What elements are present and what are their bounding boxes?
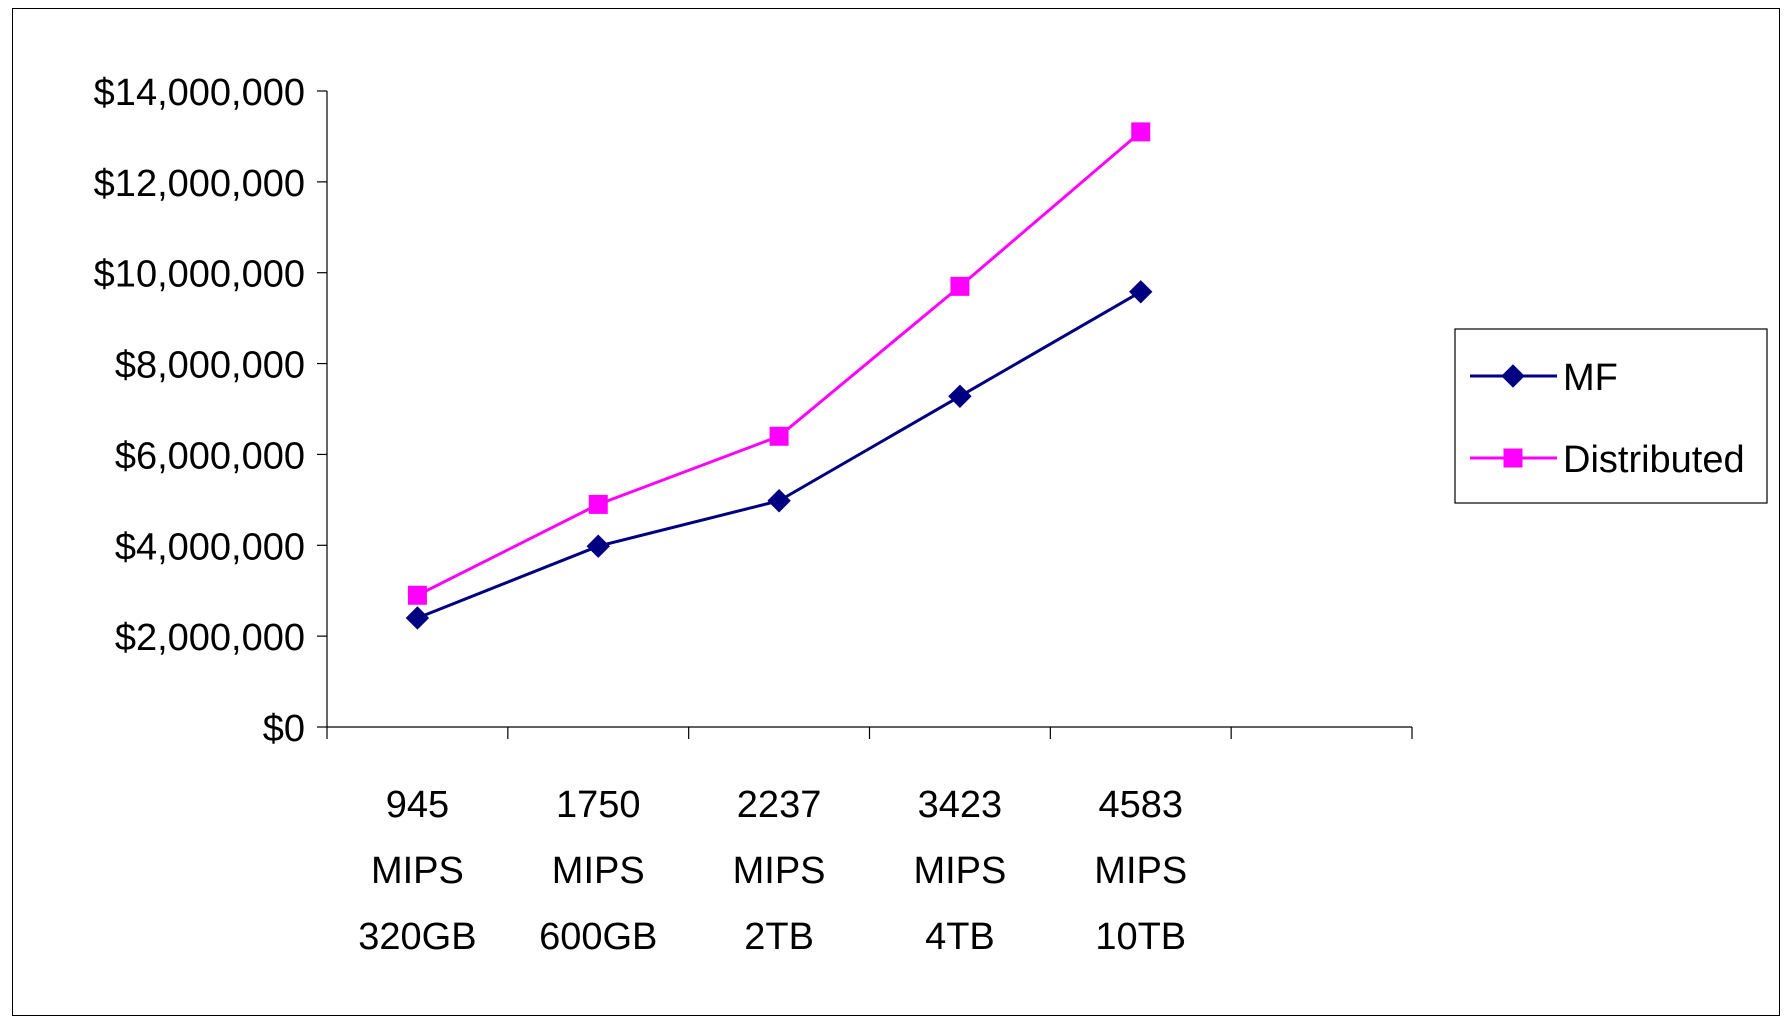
legend-label-mf: MF (1563, 357, 1618, 399)
x-tick-label: MIPS (371, 850, 464, 892)
x-tick-label: 1750 (556, 784, 641, 826)
legend-box (1454, 328, 1768, 504)
x-tick-label: MIPS (552, 850, 645, 892)
data-point-distributed (769, 426, 789, 446)
y-tick-label: $2,000,000 (115, 617, 305, 659)
x-tick-label: 2TB (744, 916, 814, 958)
y-tick-label: $10,000,000 (94, 254, 305, 296)
x-tick-label: 600GB (539, 916, 657, 958)
x-tick-label: 4583 (1098, 784, 1183, 826)
x-tick-label: 2237 (737, 784, 822, 826)
x-tick-label: MIPS (913, 850, 1006, 892)
legend-label-distributed: Distributed (1563, 439, 1745, 481)
x-tick-label: 4TB (925, 916, 995, 958)
data-point-distributed (407, 585, 427, 605)
y-tick-label: $14,000,000 (94, 72, 305, 114)
data-point-mf (767, 489, 791, 513)
x-tick-label: MIPS (733, 850, 826, 892)
legend: MF Distributed (1454, 328, 1768, 504)
x-tick-label: 10TB (1095, 916, 1186, 958)
y-tick-label: $8,000,000 (115, 345, 305, 387)
data-point-distributed (950, 276, 970, 296)
data-point-mf (405, 606, 430, 630)
data-point-distributed (1131, 122, 1151, 142)
chart-frame: $0 $2,000,000 $4,000,000 $6,000,000 $8,000,0… (12, 8, 1780, 1016)
legend-marker-distributed (1503, 448, 1523, 468)
y-tick-label: $12,000,000 (94, 163, 305, 205)
line-chart: $0 $2,000,000 $4,000,000 $6,000,000 $8,000,0… (94, 72, 1768, 958)
data-point-mf (586, 534, 610, 558)
series-line-distributed (416, 130, 1142, 597)
data-point-mf (948, 384, 972, 408)
y-tick-label: $0 (263, 708, 305, 750)
y-axis: $0 $2,000,000 $4,000,000 $6,000,000 $8,000,0… (94, 72, 328, 750)
legend-marker-mf (1501, 364, 1525, 388)
data-point-distributed (588, 494, 608, 514)
x-tick-label: 320GB (358, 916, 476, 958)
x-tick-label: MIPS (1094, 850, 1187, 892)
series-line-mf (416, 290, 1142, 620)
y-tick-label: $4,000,000 (115, 526, 305, 568)
data-point-mf (1129, 280, 1153, 304)
x-tick-label: 3423 (918, 784, 1003, 826)
y-tick-label: $6,000,000 (115, 435, 305, 477)
x-axis: 945 MIPS 320GB 1750 MIPS 600GB 2237 MIPS 2TB 3423… (326, 726, 1413, 958)
x-tick-label: 945 (386, 784, 449, 826)
plot-series (405, 122, 1153, 630)
